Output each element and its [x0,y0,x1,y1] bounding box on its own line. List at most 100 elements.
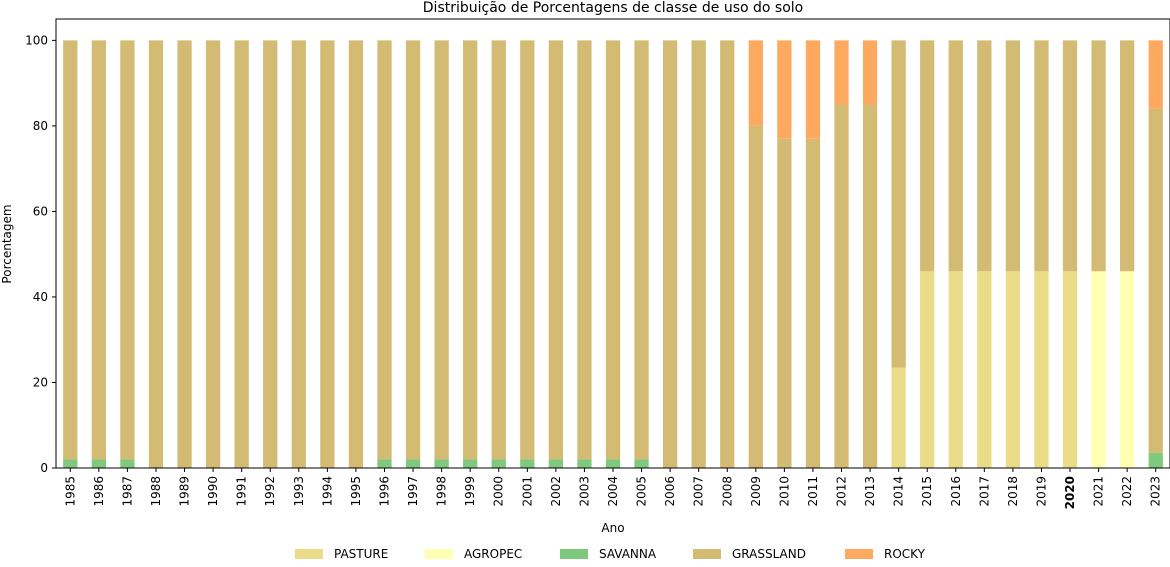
x-tick-label-1996: 1996 [377,476,391,507]
x-tick-label-1999: 1999 [463,476,477,507]
legend-label-grassland: GRASSLAND [732,547,806,561]
y-axis: 0 20 40 60 80 100 [25,33,56,475]
bar-rocky-2009 [748,40,763,126]
bar-grassland-2006 [662,40,678,468]
legend-swatch-agropec [425,549,453,559]
x-tick-label-1989: 1989 [178,476,192,507]
legend-label-rocky: ROCKY [884,547,926,561]
x-tick-label-2008: 2008 [720,476,734,507]
x-tick-label-2009: 2009 [749,476,763,507]
bar-grassland-2010 [777,138,792,469]
bar-savanna-1985 [63,459,78,468]
legend-label-pasture: PASTURE [334,547,388,561]
bar-rocky-2010 [777,40,792,139]
bar-savanna-1997 [405,459,421,468]
x-tick-label-2005: 2005 [635,476,649,507]
x-tick-label-2013: 2013 [863,476,877,507]
x-tick-label-2007: 2007 [692,476,706,507]
x-tick-label-2011: 2011 [806,476,820,507]
bar-grassland-1991 [234,40,249,468]
x-tick-label-2020: 2020 [1063,476,1077,509]
bar-grassland-1999 [463,40,478,460]
x-tick-label-2021: 2021 [1092,476,1106,507]
x-tick-label-2017: 2017 [977,476,991,507]
y-tick-label: 0 [40,461,48,475]
x-tick-label-1990: 1990 [206,476,220,507]
bar-grassland-2004 [605,40,621,460]
chart-title: Distribuição de Porcentagens de classe d… [423,0,803,16]
bar-grassland-1994 [320,40,335,468]
x-tick-label-2018: 2018 [1006,476,1020,507]
bar-grassland-2001 [520,40,535,460]
x-tick-label-1988: 1988 [149,476,163,507]
x-tick-label-2003: 2003 [577,476,591,507]
bar-savanna-2003 [577,459,592,468]
x-tick-label-2019: 2019 [1034,476,1048,507]
bar-grassland-1989 [177,40,192,468]
bar-grassland-2008 [720,40,735,468]
bar-rocky-2011 [805,40,821,139]
legend-swatch-savanna [560,549,588,559]
bar-savanna-1987 [120,459,135,468]
bar-rocky-2012 [834,40,849,105]
bar-savanna-1999 [463,459,478,468]
x-tick-label-1985: 1985 [63,476,77,507]
bar-grassland-2000 [491,40,506,460]
x-tick-label-2006: 2006 [663,476,677,507]
bar-savanna-2023 [1148,453,1163,468]
bar-pasture-2019 [1034,271,1049,468]
x-tick-label-1994: 1994 [320,476,334,507]
x-tick-label-2001: 2001 [520,476,534,507]
bar-savanna-2000 [491,459,506,468]
x-tick-label-2012: 2012 [835,476,849,507]
bar-grassland-2003 [577,40,592,460]
bar-savanna-1986 [91,459,106,468]
bar-grassland-1996 [377,40,392,460]
bar-grassland-2023 [1148,108,1163,454]
x-tick-label-2015: 2015 [920,476,934,507]
bar-grassland-2022 [1120,40,1135,272]
bar-pasture-2016 [948,271,963,468]
bar-grassland-1985 [63,40,78,460]
x-tick-label-1995: 1995 [349,476,363,507]
bar-grassland-1995 [348,40,364,468]
bar-pasture-2020 [1062,271,1078,468]
bars-group [63,40,1163,469]
x-axis: 1985 1986 1987 1988 1989 1990 1991 1992 1993 1994… [63,468,1163,509]
legend-label-savanna: SAVANNA [599,547,657,561]
legend-swatch-grassland [693,549,721,559]
bar-grassland-1997 [405,40,421,460]
bar-savanna-2002 [548,459,564,468]
bar-grassland-1993 [291,40,306,468]
bar-grassland-1988 [148,40,164,468]
legend-swatch-pasture [295,549,323,559]
bar-pasture-2015 [920,271,935,468]
bar-grassland-2014 [891,40,906,368]
x-tick-label-1997: 1997 [406,476,420,507]
y-tick-label: 100 [25,33,48,47]
bar-grassland-2015 [920,40,935,272]
x-tick-label-1998: 1998 [435,476,449,507]
bar-savanna-1998 [434,459,449,468]
x-tick-label-1987: 1987 [120,476,134,507]
x-tick-label-2014: 2014 [892,476,906,507]
y-tick-label: 40 [33,290,48,304]
bar-grassland-2013 [862,104,878,469]
y-tick-label: 60 [33,204,48,218]
bar-savanna-2005 [634,459,649,468]
y-tick-label: 20 [33,375,48,389]
bar-grassland-2009 [748,125,763,469]
x-tick-label-2010: 2010 [777,476,791,507]
x-tick-label-1993: 1993 [292,476,306,507]
x-axis-title: Ano [601,521,624,535]
bar-grassland-2005 [634,40,649,460]
bar-pasture-2018 [1005,271,1021,468]
bar-grassland-2021 [1091,40,1106,272]
bar-agropec-2022 [1120,271,1135,468]
bar-grassland-2020 [1062,40,1078,272]
x-tick-label-2000: 2000 [492,476,506,507]
x-tick-label-2004: 2004 [606,476,620,507]
x-tick-label-1992: 1992 [263,476,277,507]
